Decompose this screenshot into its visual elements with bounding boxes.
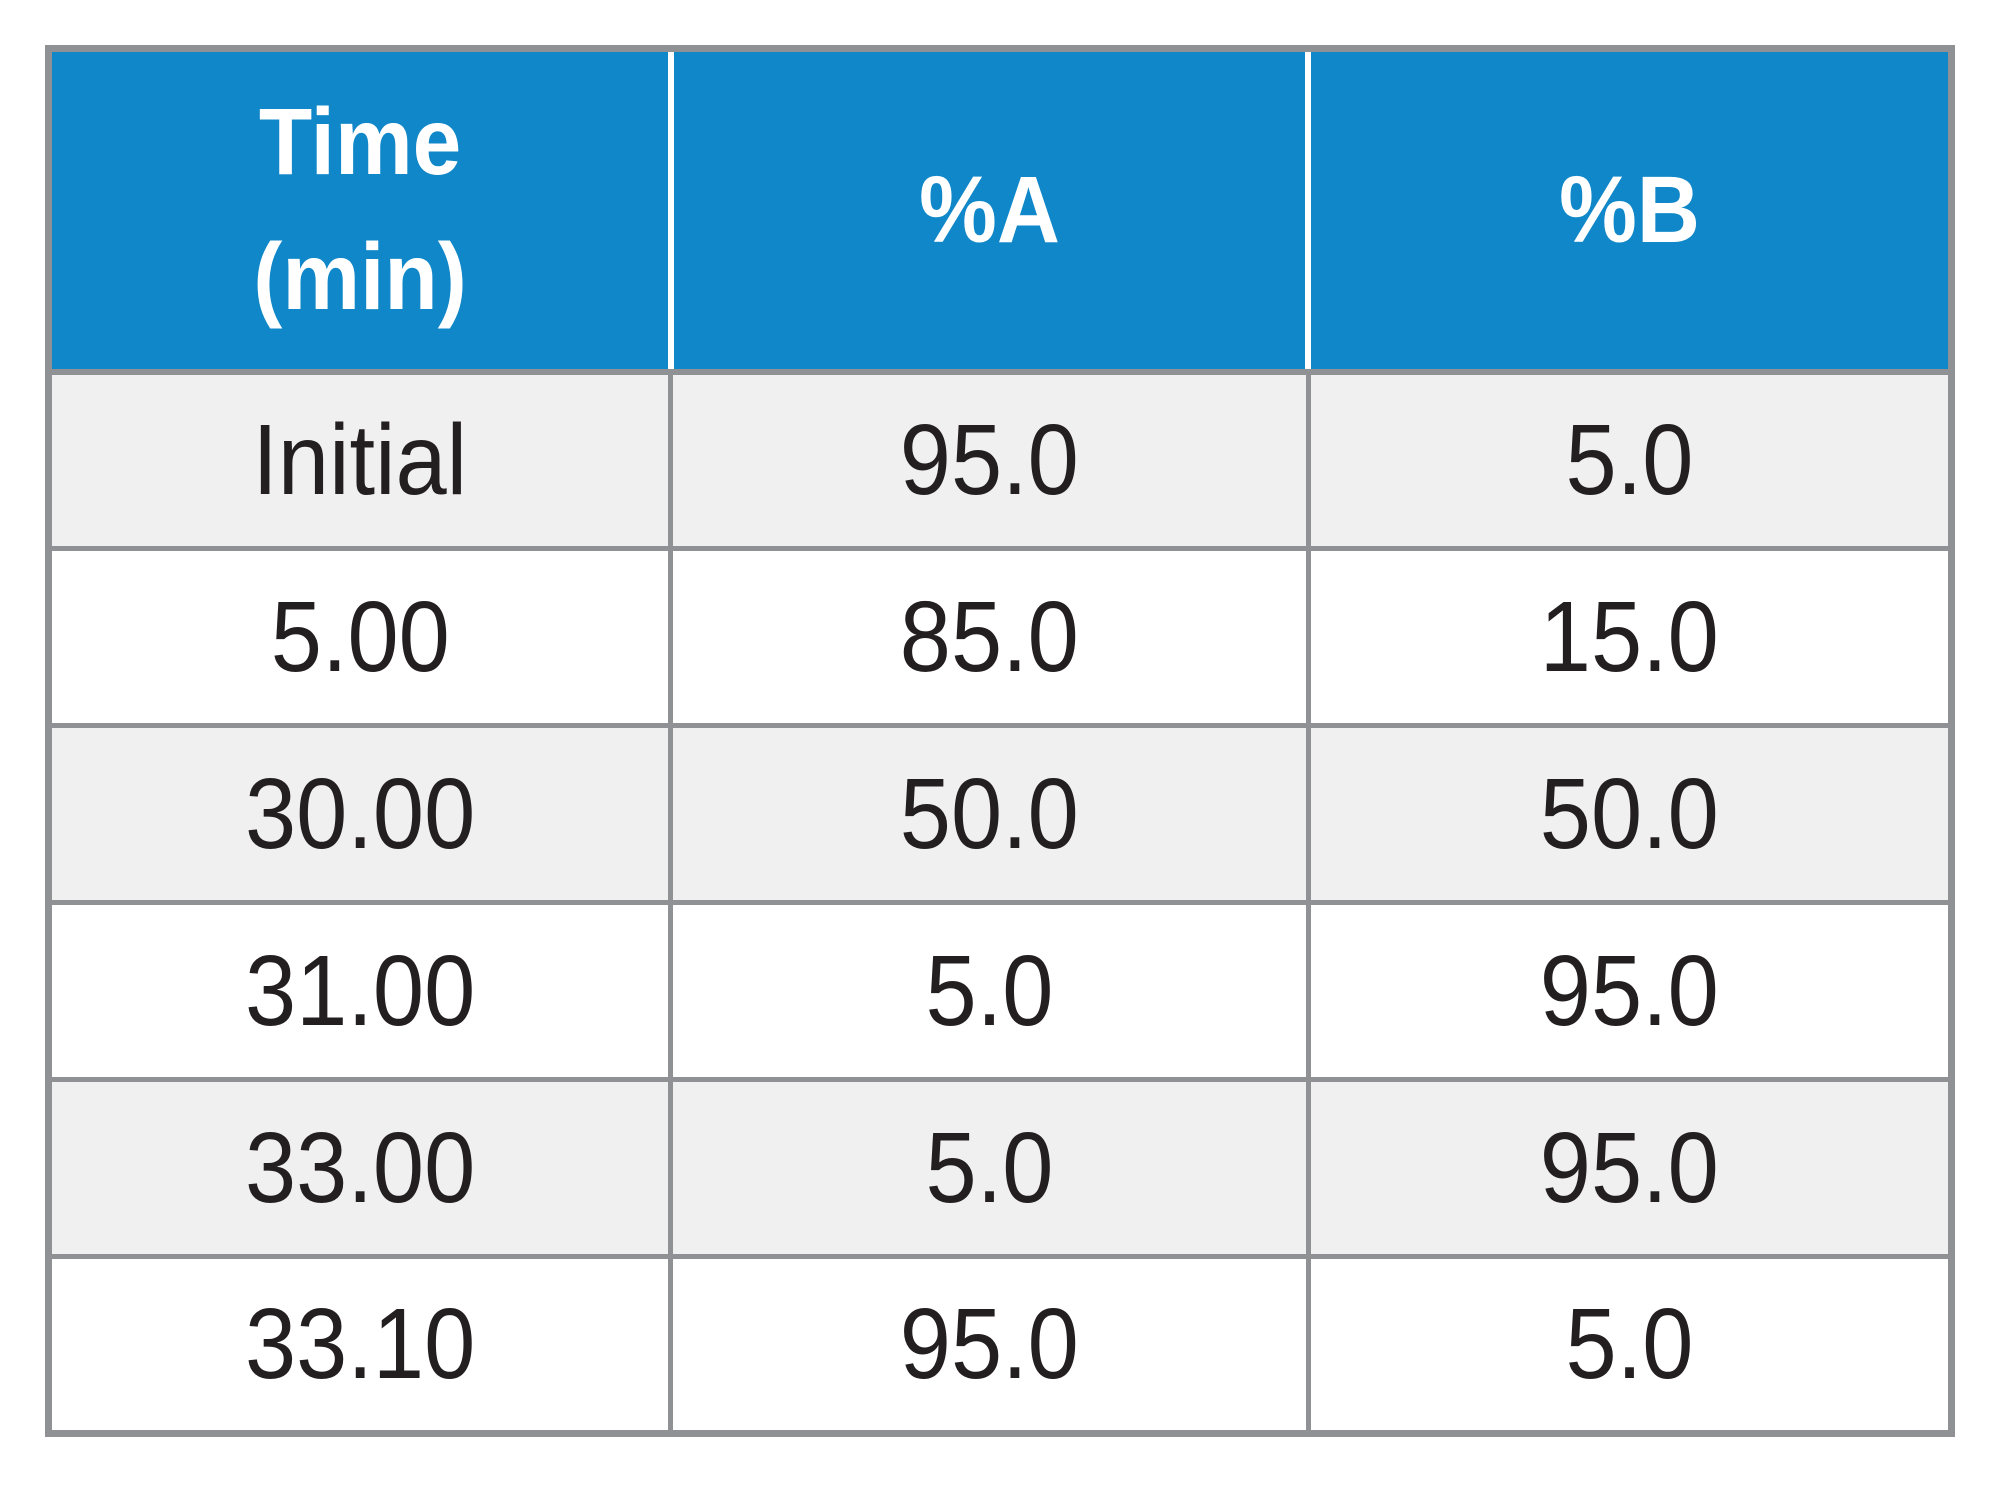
cell-percent-b: 95.0 (1305, 1077, 1955, 1259)
cell-time: 30.00 (45, 723, 674, 905)
cell-percent-b: 5.0 (1305, 1254, 1955, 1436)
header-percent-b-label: %B (1559, 156, 1701, 263)
table-body: Initial 95.0 5.0 5.00 85.0 15.0 30.00 50… (45, 369, 1955, 1436)
cell-percent-b: 50.0 (1305, 723, 1955, 905)
cell-percent-a: 95.0 (668, 369, 1311, 551)
header-row: Time (min) %A %B (48, 48, 1952, 375)
cell-percent-b-value: 5.0 (1565, 403, 1694, 516)
cell-percent-a-value: 50.0 (899, 757, 1080, 870)
cell-time-value: 30.00 (245, 757, 476, 870)
cell-percent-b-value: 5.0 (1565, 1288, 1694, 1400)
cell-time-value: 31.00 (245, 934, 476, 1047)
cell-percent-b: 5.0 (1305, 369, 1955, 551)
column-header-time: Time (min) (48, 48, 671, 375)
table-row: 33.10 95.0 5.0 (45, 1254, 1955, 1436)
header-time-line1: Time (258, 89, 462, 196)
cell-percent-a-value: 95.0 (899, 403, 1080, 516)
cell-percent-a: 5.0 (668, 900, 1311, 1082)
cell-percent-b: 15.0 (1305, 546, 1955, 728)
header-percent-a-label: %A (919, 156, 1060, 263)
cell-percent-b-value: 50.0 (1539, 757, 1719, 870)
table-row: 30.00 50.0 50.0 (45, 723, 1955, 905)
cell-time: 33.00 (45, 1077, 674, 1259)
cell-percent-a-value: 85.0 (899, 580, 1080, 693)
table-header: Time (min) %A %B (48, 48, 1952, 375)
cell-percent-b-value: 95.0 (1539, 1111, 1719, 1224)
column-header-percent-b: %B (1305, 48, 1952, 375)
table-row: 31.00 5.0 95.0 (45, 900, 1955, 1082)
column-header-percent-a: %A (667, 48, 1309, 375)
header-time-line2: (min) (253, 224, 467, 331)
cell-percent-a: 95.0 (668, 1254, 1311, 1436)
cell-percent-b: 95.0 (1305, 900, 1955, 1082)
cell-percent-a: 50.0 (668, 723, 1311, 905)
table-row: 33.00 5.0 95.0 (45, 1077, 1955, 1259)
cell-time: 31.00 (45, 900, 674, 1082)
table-row: Initial 95.0 5.0 (45, 369, 1955, 551)
cell-percent-a-value: 5.0 (925, 1111, 1054, 1224)
cell-percent-b-value: 95.0 (1539, 934, 1719, 1047)
cell-time-value: 33.00 (245, 1111, 476, 1224)
cell-time: 33.10 (45, 1254, 674, 1436)
cell-time: 5.00 (45, 546, 674, 728)
cell-percent-a: 85.0 (668, 546, 1311, 728)
cell-percent-a-value: 5.0 (925, 934, 1054, 1047)
cell-percent-a-value: 95.0 (899, 1288, 1080, 1400)
cell-time-value: Initial (252, 403, 468, 516)
table-row: 5.00 85.0 15.0 (45, 546, 1955, 728)
cell-time: Initial (45, 369, 674, 551)
cell-time-value: 33.10 (245, 1288, 476, 1400)
cell-percent-b-value: 15.0 (1539, 580, 1719, 693)
cell-percent-a: 5.0 (668, 1077, 1311, 1259)
cell-time-value: 5.00 (270, 580, 450, 693)
gradient-table: Time (min) %A %B Initial 95.0 5.0 5.00 (45, 45, 1955, 1437)
